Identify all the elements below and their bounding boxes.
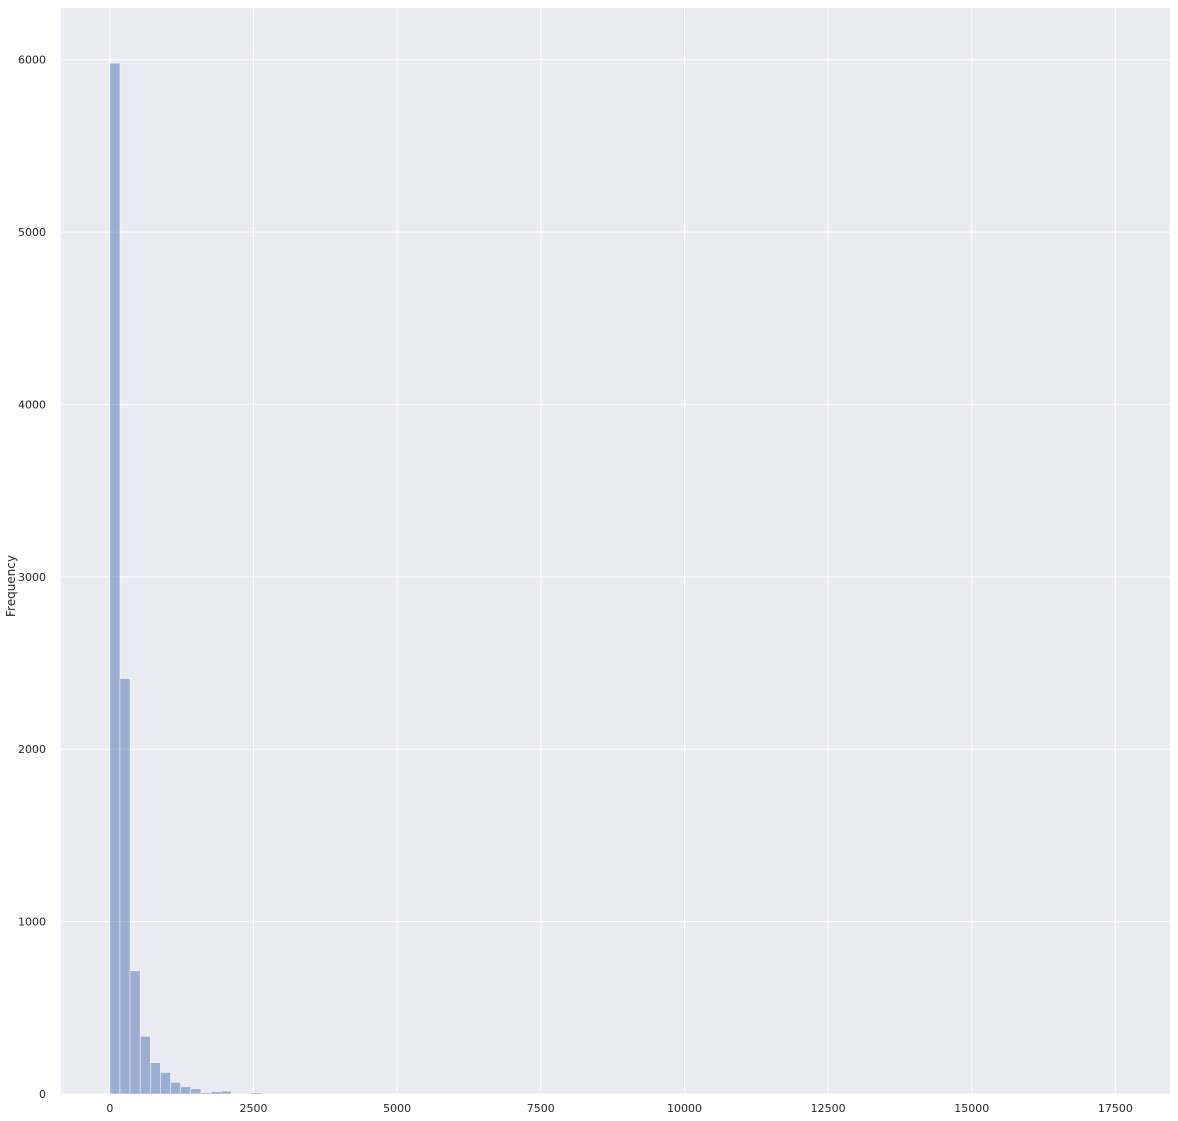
plot-area <box>61 8 1170 1094</box>
x-tick-label: 2500 <box>239 1102 267 1115</box>
histogram-bar <box>241 1093 252 1095</box>
x-tick-label: 12500 <box>811 1102 846 1115</box>
x-tick-labels: 0 2500 5000 7500 10000 12500 15000 17500 <box>106 1102 1133 1115</box>
x-tick-label: 7500 <box>527 1102 555 1115</box>
histogram-bar <box>180 1086 192 1095</box>
y-tick-label: 3000 <box>18 571 46 584</box>
histogram-bar <box>160 1072 171 1095</box>
grid-lines <box>61 8 1170 1095</box>
y-tick-label: 2000 <box>18 743 46 756</box>
histogram-bar <box>190 1088 202 1095</box>
y-tick-label: 0 <box>39 1088 46 1101</box>
histogram-bar <box>149 1062 161 1095</box>
histogram-bar <box>170 1081 181 1095</box>
x-tick-label: 15000 <box>954 1102 989 1115</box>
x-tick-label: 0 <box>106 1102 113 1115</box>
y-tick-labels: 0 1000 2000 3000 4000 5000 6000 <box>18 54 46 1101</box>
histogram-bar <box>139 1035 151 1095</box>
y-axis-label: Frequency <box>4 555 18 617</box>
y-tick-label: 4000 <box>18 398 46 411</box>
y-tick-label: 6000 <box>18 54 46 67</box>
histogram-bar <box>200 1092 212 1095</box>
y-tick-label: 1000 <box>18 916 46 929</box>
y-tick-label: 5000 <box>18 226 46 239</box>
x-tick-label: 10000 <box>667 1102 702 1115</box>
x-tick-label: 5000 <box>383 1102 411 1115</box>
histogram-bar <box>109 62 121 1095</box>
histogram-bar <box>119 678 131 1095</box>
histogram-bar <box>220 1090 232 1095</box>
x-tick-label: 17500 <box>1098 1102 1133 1115</box>
histogram-bar <box>210 1091 222 1095</box>
histogram-bar <box>129 970 141 1095</box>
bars <box>109 62 272 1095</box>
histogram-bar <box>251 1092 262 1095</box>
